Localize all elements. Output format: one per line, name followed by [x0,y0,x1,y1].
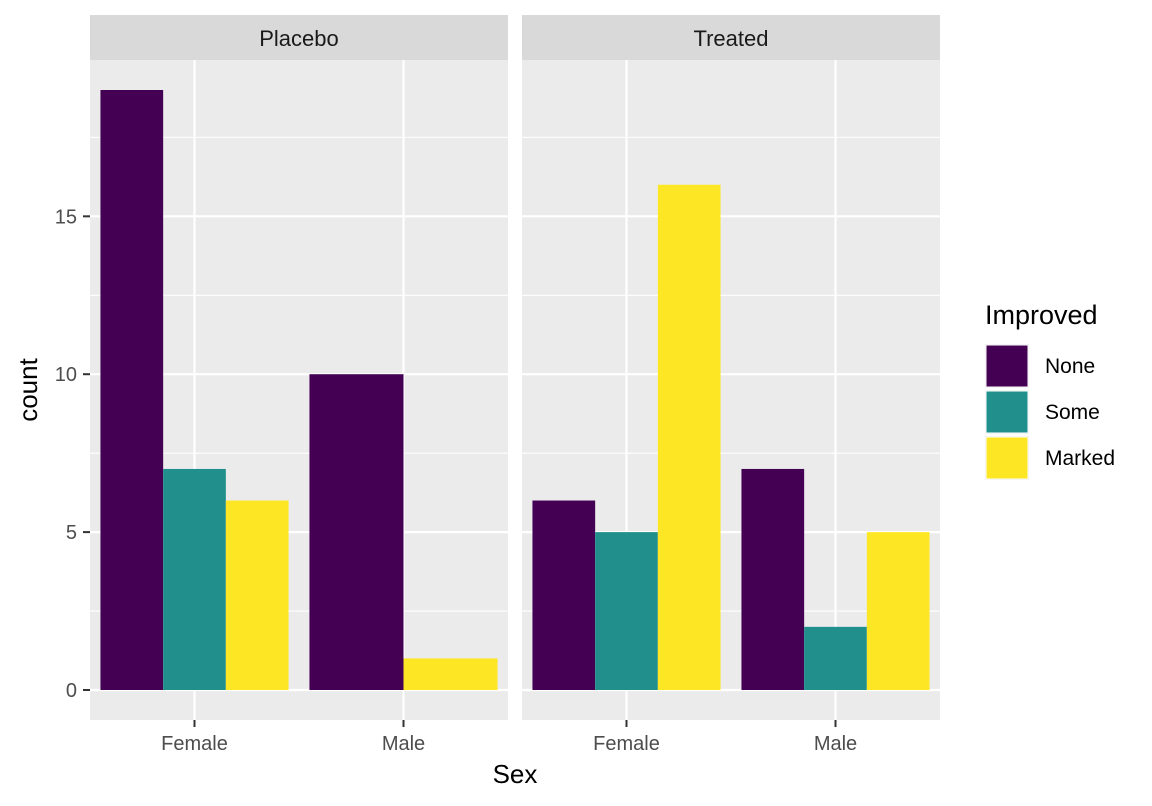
legend-swatch [985,344,1029,388]
legend-item-some: Some [985,390,1100,434]
bar-treated-female-some [595,532,658,690]
bar-placebo-male-marked [403,658,498,690]
facet-strip [522,15,940,60]
bar-treated-female-marked [657,184,721,690]
bar-placebo-female-none [100,90,164,690]
bar-treated-male-marked [866,532,930,690]
y-axis-title: count [13,357,43,421]
legend-swatch [985,436,1029,480]
bar-treated-male-none [741,468,805,690]
y-tick-label: 15 [55,206,77,228]
x-tick-label: Male [382,733,425,755]
bar-placebo-female-marked [225,500,289,690]
panel-treated: Treated Female Male [522,15,940,755]
facet-strip [90,15,508,60]
legend-label: Marked [1045,447,1115,470]
legend-swatch [985,390,1029,434]
facet-strip-label: Treated [693,26,768,51]
y-tick-label: 10 [55,364,77,386]
legend-item-marked: Marked [985,436,1115,480]
x-axis-placebo: Female Male [161,720,425,755]
x-tick-label: Female [593,733,660,755]
x-tick-label: Male [814,733,857,755]
panels: Placebo Female Male Treated Female Male [90,15,940,755]
bars [100,90,498,690]
facet-strip-label: Placebo [259,26,339,51]
y-axis: 0 5 10 15 [55,206,90,702]
legend-label: Some [1045,401,1100,424]
legend-item-none: None [985,344,1095,388]
legend-title: Improved [985,300,1098,330]
legend-label: None [1045,355,1095,378]
panel-placebo: Placebo Female Male [90,15,508,755]
bar-treated-male-some [804,626,867,690]
bars [532,184,930,690]
bar-treated-female-none [532,500,596,690]
x-tick-label: Female [161,733,228,755]
x-axis-treated: Female Male [593,720,857,755]
y-tick-label: 5 [66,522,77,544]
bar-placebo-female-some [163,468,226,690]
legend: Improved None Some Marked [985,300,1115,480]
x-axis-title: Sex [493,759,538,789]
y-tick-label: 0 [66,680,77,702]
bar-placebo-male-none [309,374,404,690]
